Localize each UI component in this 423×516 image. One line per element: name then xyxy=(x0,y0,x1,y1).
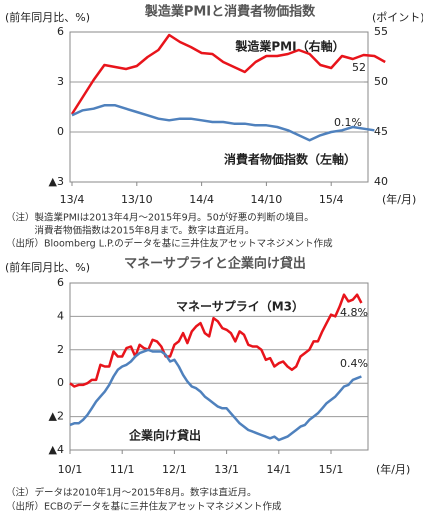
y-tick-label: 0 xyxy=(57,125,64,138)
y2-tick-label: 55 xyxy=(374,25,388,38)
line-series xyxy=(69,348,362,442)
y-tick-label: ▲3 xyxy=(49,175,64,188)
y2-axis-label: (ポイント) xyxy=(372,11,423,24)
plot-frame xyxy=(69,282,369,451)
x-tick-label: 10/1 xyxy=(58,463,83,476)
y-tick-label: 0 xyxy=(57,376,64,389)
line-series xyxy=(70,33,386,115)
y2-tick-label: 45 xyxy=(374,125,388,138)
x-unit-label: (年/月) xyxy=(376,462,410,476)
y-axis-label: (前年同月比、%) xyxy=(5,10,90,24)
x-tick-label: 14/10 xyxy=(251,193,283,206)
chart-title: マネーサプライと企業向け貸出 xyxy=(124,256,306,272)
x-tick-label: 14/1 xyxy=(266,463,291,476)
x-tick-label: 14/4 xyxy=(189,193,214,206)
line-series xyxy=(69,293,363,388)
note: （出所）Bloomberg L.P.のデータを基に三井住友アセットマネジメント作… xyxy=(6,238,333,250)
x-tick-label: 13/4 xyxy=(60,193,85,206)
last-value-label: 4.8% xyxy=(340,306,368,319)
y-axis-label: (前年同月比、%) xyxy=(5,260,90,274)
x-unit-label: (年/月) xyxy=(382,192,416,206)
line-series xyxy=(71,104,375,142)
x-tick-label: 15/4 xyxy=(319,193,344,206)
series-label: 製造業PMI（右軸） xyxy=(234,39,344,54)
note: （注）データは2010年1月～2015年8月。数字は直近月。 xyxy=(6,487,256,499)
y-tick-label: 6 xyxy=(57,276,64,289)
note: （注）製造業PMIは2013年4月～2015年9月。50が好悪の判断の境目。 xyxy=(6,212,314,224)
x-tick-label: 13/10 xyxy=(121,193,153,206)
note: 消費者物価指数は2015年8月まで。数字は直近月。 xyxy=(6,225,254,237)
y-tick-label: 3 xyxy=(57,75,64,88)
y-tick-label: 6 xyxy=(57,25,64,38)
x-tick-label: 12/1 xyxy=(162,463,187,476)
plot-frame xyxy=(69,31,369,183)
note: （出所）ECBのデータを基に三井住友アセットマネジメント作成 xyxy=(6,501,282,513)
chart-title: 製造業PMIと消費者物価指数 xyxy=(144,4,316,20)
y-tick-label: 2 xyxy=(57,343,64,356)
y-tick-label: ▲2 xyxy=(49,410,64,423)
y2-tick-label: 50 xyxy=(374,75,388,88)
last-value-label: 0.4% xyxy=(340,357,368,370)
series-label: 企業向け貸出 xyxy=(128,428,201,443)
last-value-label: 52 xyxy=(352,61,366,74)
last-value-label: 0.1% xyxy=(334,116,362,129)
x-tick-label: 15/1 xyxy=(319,463,344,476)
y-tick-label: 4 xyxy=(57,309,64,322)
y2-tick-label: 40 xyxy=(374,175,388,188)
x-tick-label: 11/1 xyxy=(110,463,135,476)
x-tick-label: 13/1 xyxy=(214,463,239,476)
series-label: 消費者物価指数（左軸） xyxy=(224,152,356,167)
y-tick-label: ▲4 xyxy=(49,443,64,456)
series-label: マネーサプライ（M3） xyxy=(176,299,304,314)
